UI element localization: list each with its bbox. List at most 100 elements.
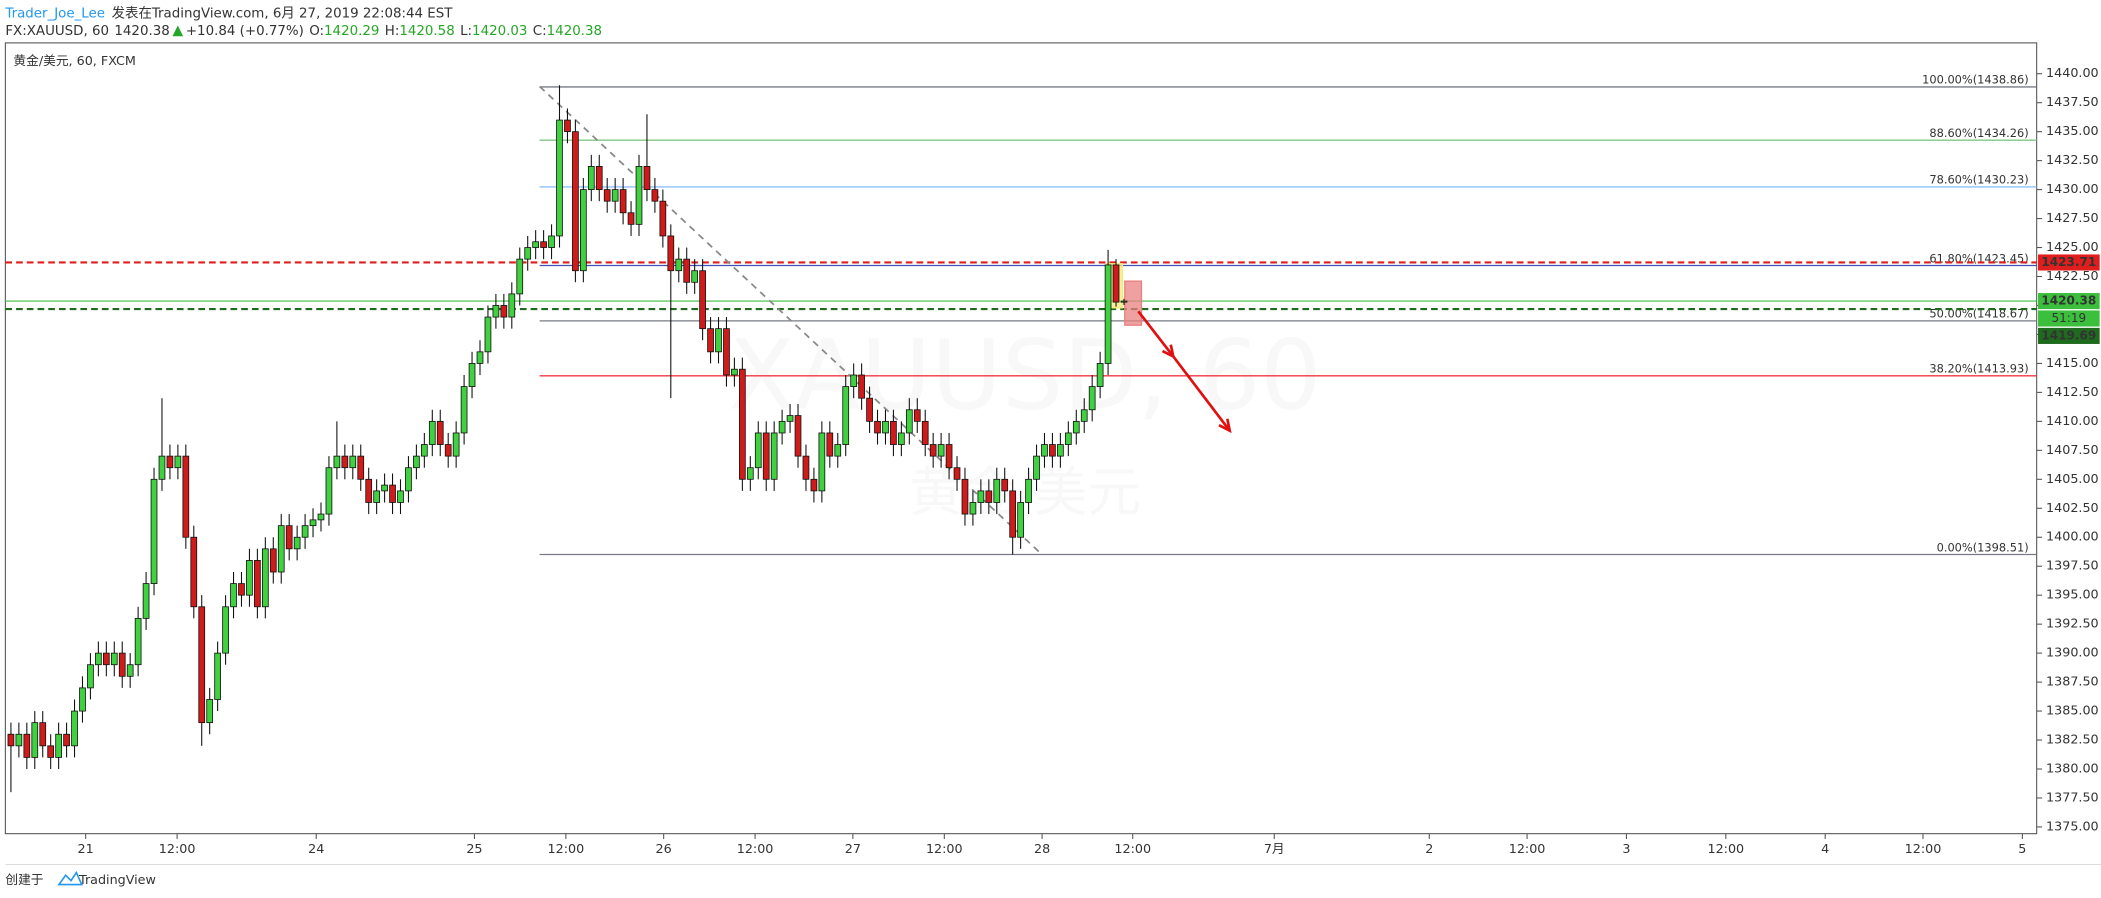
candle-body xyxy=(945,444,953,469)
candle-body xyxy=(365,478,373,503)
x-tick-label: 12:00 xyxy=(737,842,774,857)
author[interactable]: Trader_Joe_Lee xyxy=(4,6,105,21)
y-tick-label: 1435.00 xyxy=(2046,124,2099,139)
candle-body xyxy=(1001,478,1009,492)
x-tick-label: 28 xyxy=(1034,842,1050,857)
candle-body xyxy=(953,467,961,480)
price-label-box xyxy=(2038,293,2100,310)
candle-body xyxy=(118,652,126,677)
candle-body xyxy=(1072,420,1080,434)
candle-body xyxy=(603,189,611,202)
published: 发表在TradingView.com, 6月 27, 2019 22:08:44… xyxy=(112,5,454,21)
candle-body xyxy=(1104,264,1112,364)
candle-body xyxy=(254,560,261,608)
x-tick-label: 12:00 xyxy=(1114,842,1151,857)
candle-body xyxy=(754,432,762,469)
arrow-head xyxy=(1161,344,1176,359)
fib-label: 50.00%(1418.67) xyxy=(1929,307,2028,321)
candle-body xyxy=(683,258,691,283)
candle-body xyxy=(985,490,993,503)
candle-body xyxy=(285,525,293,550)
h-label: H: xyxy=(385,24,400,39)
candle-body xyxy=(739,368,746,480)
candle-body xyxy=(572,131,579,272)
x-tick-label: 12:00 xyxy=(1905,842,1942,857)
o-label: O: xyxy=(309,24,324,39)
arrow-head xyxy=(1218,418,1232,434)
candle-body xyxy=(707,328,714,353)
y-tick-label: 1407.50 xyxy=(2046,443,2099,458)
candle-body xyxy=(587,166,595,190)
candle-body xyxy=(1017,502,1024,538)
chart-legend: 黄金/美元, 60, FXCM xyxy=(13,53,135,69)
candle-body xyxy=(277,525,285,573)
fib-label: 88.60%(1434.26) xyxy=(1929,126,2028,140)
candle-body xyxy=(929,444,937,457)
candle-body xyxy=(619,189,627,214)
candle-body xyxy=(913,409,921,422)
y-tick-label: 1410.00 xyxy=(2046,414,2099,429)
candle-body xyxy=(842,386,850,445)
footer-brand[interactable]: TradingView xyxy=(78,873,156,888)
y-tick-label: 1425.00 xyxy=(2046,240,2099,255)
candle-body xyxy=(166,455,174,469)
x-tick-label: 12:00 xyxy=(1707,842,1744,857)
c-value: 1420.38 xyxy=(547,24,602,39)
x-tick-label: 12:00 xyxy=(159,842,196,857)
candle-body xyxy=(420,444,428,457)
candle-body xyxy=(1033,455,1040,480)
candle-body xyxy=(890,420,897,445)
candle-body xyxy=(540,241,547,248)
candle-body xyxy=(7,733,15,747)
candle-body xyxy=(580,189,587,272)
y-tick-label: 1392.50 xyxy=(2046,617,2099,632)
y-tick-label: 1432.50 xyxy=(2046,153,2099,168)
candle-body xyxy=(301,525,309,538)
candle-body xyxy=(850,374,858,387)
candle-body xyxy=(778,420,786,434)
candle-body xyxy=(39,722,47,747)
candle-body xyxy=(341,455,349,469)
candle-body xyxy=(47,745,55,758)
y-tick-label: 1375.00 xyxy=(2046,819,2099,834)
fib-label: 78.60%(1430.23) xyxy=(1929,173,2028,187)
price-label-box xyxy=(2038,327,2100,344)
brand-logo xyxy=(57,870,83,886)
candle-body xyxy=(214,652,221,700)
fib-label: 38.20%(1413.93) xyxy=(1929,362,2028,376)
candle-body xyxy=(1088,386,1096,411)
candle-body xyxy=(182,455,190,538)
y-tick-label: 1430.00 xyxy=(2046,182,2099,197)
candle-body xyxy=(436,420,444,445)
candle-body xyxy=(1009,490,1017,538)
y-tick-label: 1402.50 xyxy=(2046,501,2099,516)
fib-label: 0.00%(1398.51) xyxy=(1937,540,2029,554)
candle-body xyxy=(595,166,603,190)
candle-body xyxy=(476,351,484,364)
x-tick-label: 12:00 xyxy=(926,842,963,857)
candle-body xyxy=(826,432,834,457)
candle-body xyxy=(691,270,699,283)
highlight-box xyxy=(1124,280,1143,326)
x-tick-label: 27 xyxy=(845,842,861,857)
candle-body xyxy=(190,536,198,608)
candle-body xyxy=(500,305,508,318)
y-tick-label: 1385.00 xyxy=(2046,704,2099,719)
fib-label: 100.00%(1438.86) xyxy=(1922,73,2029,87)
candle-body xyxy=(921,420,929,445)
candle-body xyxy=(1049,444,1056,457)
candle-body xyxy=(317,513,325,521)
candle-body xyxy=(635,166,643,225)
chart-frame xyxy=(4,42,2038,835)
y-tick-label: 1387.50 xyxy=(2046,675,2099,690)
candle-body xyxy=(564,119,571,133)
x-tick-label: 21 xyxy=(78,842,94,857)
candle-body xyxy=(293,536,301,550)
candle-body xyxy=(142,583,150,619)
candle-body xyxy=(516,258,524,295)
x-tick-label: 7月 xyxy=(1264,842,1285,857)
x-tick-label: 26 xyxy=(656,842,672,857)
candle-body xyxy=(405,467,412,492)
candle-body xyxy=(230,583,237,608)
candle-body xyxy=(428,420,436,445)
